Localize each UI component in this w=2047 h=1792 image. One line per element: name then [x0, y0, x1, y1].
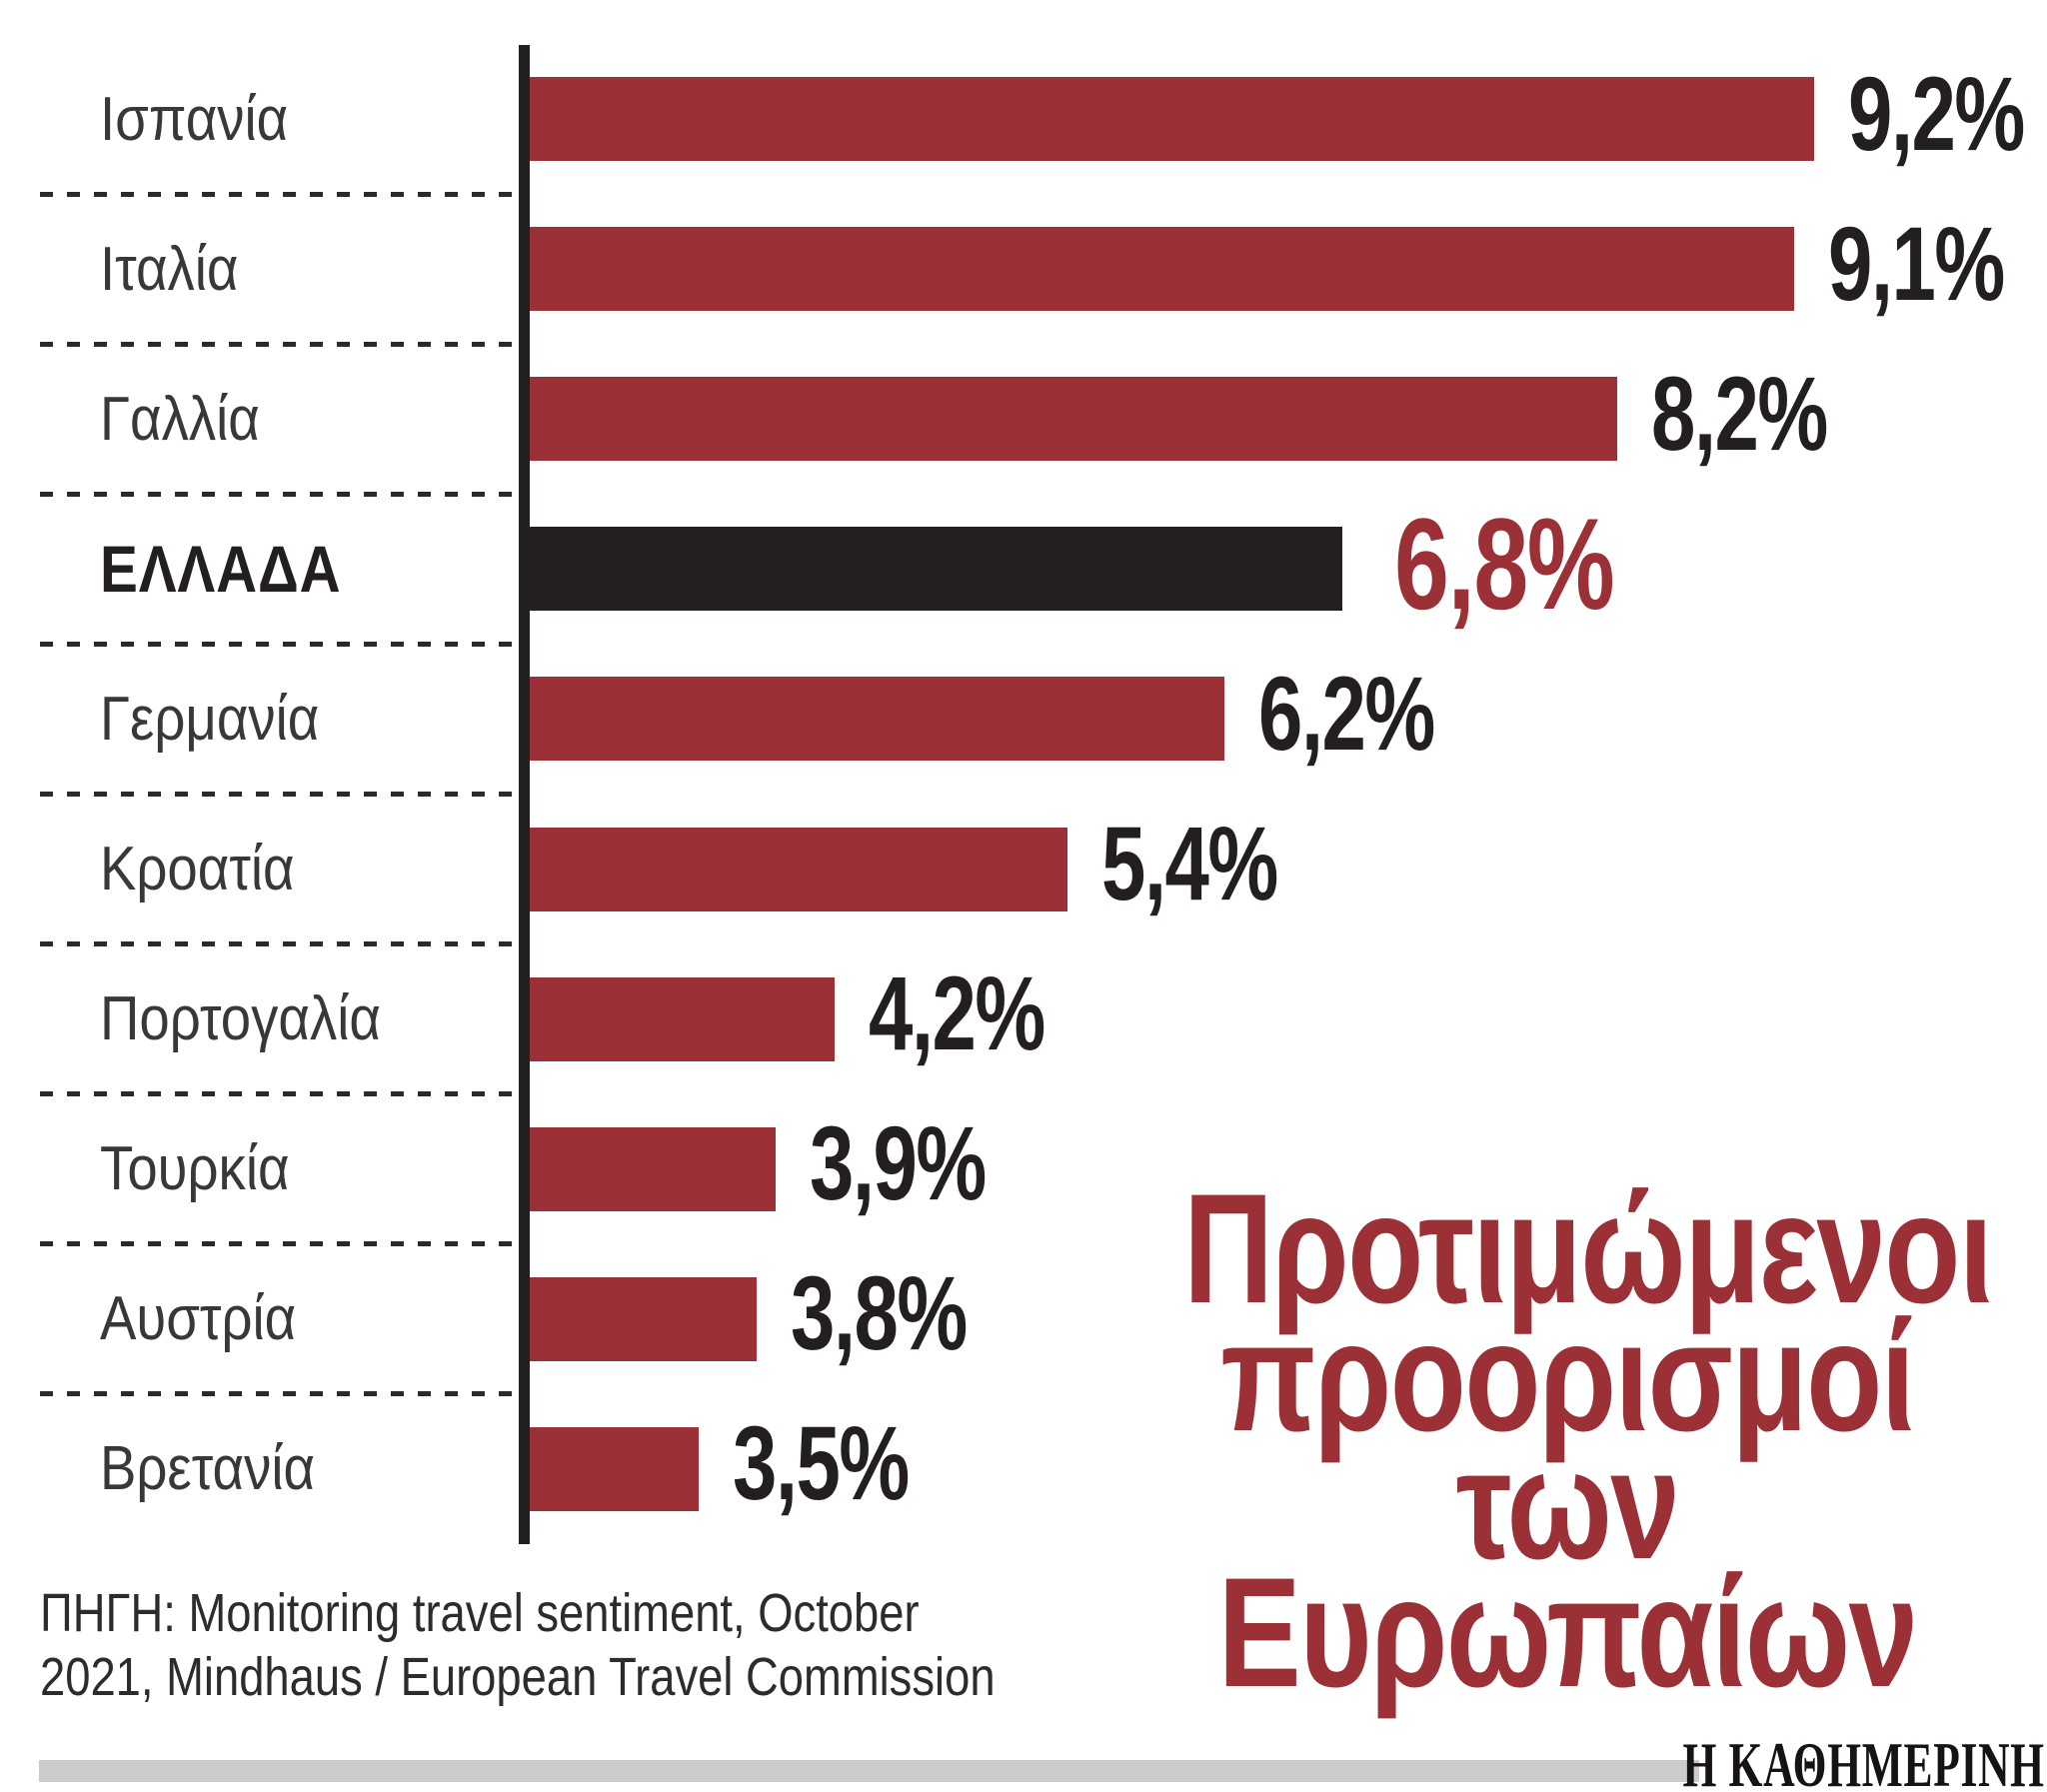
value-label: 4,2%	[869, 955, 1045, 1073]
axis-baseline	[519, 45, 530, 1544]
row-separator	[40, 1391, 519, 1397]
footer-divider	[39, 1760, 1699, 1782]
value-label: 3,9%	[810, 1105, 987, 1223]
bar-Πορτογαλία	[530, 976, 836, 1061]
category-label: Τουρκία	[100, 1134, 290, 1204]
source-note: ΠΗΓΗ: Monitoring travel sentiment, Octob…	[40, 1581, 996, 1709]
bar-track: 5,4%	[530, 794, 2043, 943]
bar-Κροατία	[530, 827, 1067, 911]
category-label: ΕΛΛΑΔΑ	[100, 532, 342, 607]
bar-chart: Ισπανία 9,2% Ιταλία 9,1% Γαλλία 8,2% ΕΛΛΑΔΑ 6,8…	[0, 44, 2047, 1544]
value-label: 6,2%	[1258, 655, 1435, 773]
chart-row-Τουρκία: Τουρκία 3,9%	[0, 1094, 2047, 1247]
value-label: 9,2%	[1847, 55, 2025, 173]
bar-track: 8,2%	[530, 344, 2043, 494]
bar-track: 4,2%	[530, 944, 2043, 1094]
source-note-line-2: 2021, Mindhaus / European Travel Commiss…	[40, 1647, 996, 1707]
category-label: Πορτογαλία	[100, 984, 381, 1054]
bar-Τουρκία	[530, 1126, 777, 1211]
bar-Γαλλία	[530, 377, 1618, 462]
chart-row-Ιταλία: Ιταλία 9,1%	[0, 194, 2047, 347]
chart-row-Βρετανία: Βρετανία 3,5%	[0, 1394, 2047, 1544]
bar-Αυστρία	[530, 1276, 758, 1361]
bar-Βρετανία	[530, 1426, 699, 1511]
bar-track: 3,8%	[530, 1244, 2043, 1394]
value-label: 3,8%	[791, 1255, 968, 1373]
bar-track: 9,1%	[530, 194, 2043, 344]
row-separator	[40, 341, 519, 347]
bar-Ισπανία	[530, 77, 1814, 162]
bar-Ιταλία	[530, 227, 1794, 312]
chart-row-Αυστρία: Αυστρία 3,8%	[0, 1244, 2047, 1397]
bar-ΕΛΛΑΔΑ	[530, 527, 1342, 612]
category-label: Αυστρία	[100, 1284, 297, 1354]
chart-title: Προτιμώμενοι προορισμοί των Ευρωπαίων	[1183, 1162, 1994, 1720]
chart-row-ΕΛΛΑΔΑ: ΕΛΛΑΔΑ 6,8%	[0, 494, 2047, 647]
value-label: 8,2%	[1651, 355, 1828, 473]
row-separator	[40, 491, 519, 497]
row-separator	[40, 1091, 519, 1097]
value-label: 5,4%	[1100, 806, 1278, 923]
row-separator	[40, 641, 519, 647]
chart-row-Κροατία: Κροατία 5,4%	[0, 794, 2047, 947]
bar-track: 3,9%	[530, 1094, 2043, 1244]
category-label: Βρετανία	[100, 1434, 316, 1504]
bar-track: 3,5%	[530, 1394, 2043, 1544]
row-separator	[40, 191, 519, 197]
category-label: Ισπανία	[100, 84, 289, 154]
bar-track: 6,8%	[530, 494, 2043, 644]
value-label: 3,5%	[732, 1405, 910, 1523]
row-separator	[40, 1241, 519, 1247]
bar-track: 9,2%	[530, 44, 2043, 194]
chart-title-line-3: των Ευρωπαίων	[1217, 1418, 1919, 1720]
chart-title-line-2: προορισμοί	[1220, 1290, 1915, 1464]
value-label: 6,8%	[1393, 491, 1615, 638]
chart-row-Γερμανία: Γερμανία 6,2%	[0, 644, 2047, 797]
chart-title-line-1: Προτιμώμενοι	[1183, 1162, 1994, 1336]
value-label: 9,1%	[1827, 205, 2005, 323]
row-separator	[40, 791, 519, 797]
bar-Γερμανία	[530, 677, 1225, 762]
category-label: Γαλλία	[100, 384, 260, 454]
newspaper-logo: Η ΚΑΘΗΜΕΡΙΝΗ	[1682, 1729, 2045, 1792]
source-note-line-1: ΠΗΓΗ: Monitoring travel sentiment, Octob…	[40, 1583, 920, 1643]
chart-row-Γαλλία: Γαλλία 8,2%	[0, 344, 2047, 497]
row-separator	[40, 941, 519, 947]
bar-track: 6,2%	[530, 644, 2043, 794]
category-label: Γερμανία	[100, 684, 320, 754]
chart-row-Ισπανία: Ισπανία 9,2%	[0, 44, 2047, 197]
category-label: Κροατία	[100, 835, 295, 904]
chart-row-Πορτογαλία: Πορτογαλία 4,2%	[0, 944, 2047, 1097]
category-label: Ιταλία	[100, 234, 239, 304]
